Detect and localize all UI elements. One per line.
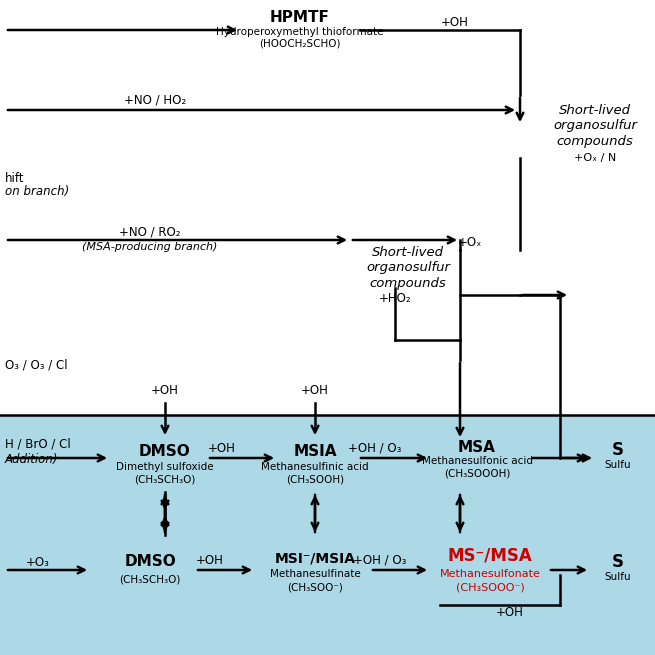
Text: +NO / HO₂: +NO / HO₂ [124,94,186,107]
Text: MSI⁻/MSIA: MSI⁻/MSIA [274,551,356,565]
Bar [0,415,655,655]
Text: +Oₓ / N: +Oₓ / N [574,153,616,163]
Text: (MSA-producing branch): (MSA-producing branch) [83,242,217,252]
Text: (CH₃SOOO⁻): (CH₃SOOO⁻) [456,583,525,593]
Text: +OH / O₃: +OH / O₃ [348,441,402,455]
Text: compounds: compounds [369,278,446,291]
Text: MSA: MSA [458,440,496,455]
Text: +OH: +OH [208,441,236,455]
Text: Methanesulfonic acid: Methanesulfonic acid [422,456,533,466]
Text: +OH: +OH [196,553,224,567]
Text: +Oₓ: +Oₓ [458,236,482,248]
Text: MSIA: MSIA [293,445,337,460]
Text: (CH₃SCH₃O): (CH₃SCH₃O) [119,574,181,584]
Text: +OH: +OH [496,605,524,618]
Text: organosulfur: organosulfur [553,119,637,132]
Text: hift: hift [5,172,24,185]
Text: Hydroperoxymethyl thioformate: Hydroperoxymethyl thioformate [216,27,384,37]
Text: DMSO: DMSO [124,555,176,569]
Text: +OH: +OH [441,16,469,29]
Text: organosulfur: organosulfur [366,261,450,274]
Text: Methanesulfinic acid: Methanesulfinic acid [261,462,369,472]
Text: +NO / RO₂: +NO / RO₂ [119,225,181,238]
Text: DMSO: DMSO [139,445,191,460]
Text: compounds: compounds [557,136,633,149]
Text: on branch): on branch) [5,185,69,198]
Text: Methanesulfonate: Methanesulfonate [440,569,540,579]
Text: Dimethyl sulfoxide: Dimethyl sulfoxide [116,462,214,472]
Text: (CH₃SCH₃O): (CH₃SCH₃O) [134,474,196,484]
Text: Short-lived: Short-lived [559,103,631,117]
Text: Methanesulfinate: Methanesulfinate [270,569,360,579]
Text: MS⁻/MSA: MS⁻/MSA [447,547,533,565]
Text: Sulfu: Sulfu [605,460,631,470]
Text: (HOOCH₂SCHO): (HOOCH₂SCHO) [259,38,341,48]
Text: S: S [612,441,624,459]
Text: (CH₃SOO⁻): (CH₃SOO⁻) [287,582,343,592]
Text: (CH₃SOOH): (CH₃SOOH) [286,474,344,484]
Text: +OH / O₃: +OH / O₃ [353,553,407,567]
Text: HPMTF: HPMTF [270,10,330,26]
Text: +OH: +OH [301,383,329,396]
Text: +HO₂: +HO₂ [379,291,411,305]
Text: S: S [612,553,624,571]
Text: (CH₃SOOOH): (CH₃SOOOH) [444,469,510,479]
Text: +O₃: +O₃ [26,555,50,569]
Text: O₃ / O₃ / Cl: O₃ / O₃ / Cl [5,358,67,371]
Text: Sulfu: Sulfu [605,572,631,582]
Text: +OH: +OH [151,383,179,396]
Text: Short-lived: Short-lived [372,246,444,259]
Text: H / BrO / Cl: H / BrO / Cl [5,438,71,451]
Text: Addition): Addition) [5,453,58,466]
